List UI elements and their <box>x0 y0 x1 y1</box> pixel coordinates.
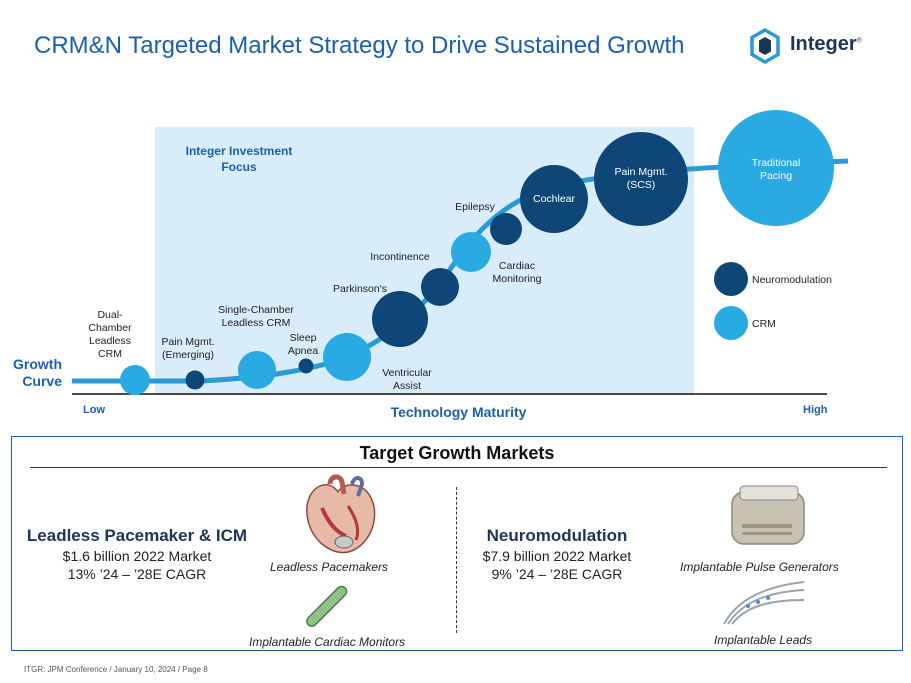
footer-text: ITGR: JPM Conference / January 10, 2024 … <box>24 665 208 674</box>
leadless-pacemakers-caption: Leadless Pacemakers <box>270 560 389 574</box>
left-market-heading: Leadless Pacemaker & ICM <box>26 526 248 545</box>
label-parkinsons: Parkinson's <box>333 283 387 295</box>
right-market-heading: Neuromodulation <box>486 526 628 545</box>
heart-illustration-icon <box>306 474 376 554</box>
node-parkinsons <box>372 291 428 347</box>
label-pain-mgmt-scs: Pain Mgmt. (SCS) <box>614 166 668 191</box>
growth-curve-label: Growth Curve <box>13 356 62 389</box>
logo-wordmark: Integer <box>790 33 857 55</box>
page-title: CRM&N Targeted Market Strategy to Drive … <box>34 32 685 59</box>
target-markets-panel <box>11 436 903 651</box>
node-single-chamber-leadless-crm <box>238 351 276 389</box>
label-sleep-apnea: Sleep Apnea <box>287 332 319 357</box>
pulse-generator-icon <box>731 485 805 545</box>
legend-neuromodulation-swatch <box>714 262 748 296</box>
right-market-size: $7.9 billion 2022 Market <box>482 548 632 564</box>
node-pain-mgmt-scs <box>594 132 688 226</box>
logo-registered-mark: ® <box>856 37 862 45</box>
label-ventricular-assist: Ventricular Assist <box>382 367 432 392</box>
label-cochlear: Cochlear <box>532 193 576 205</box>
x-axis-low-label: Low <box>83 404 105 416</box>
title-rule <box>30 467 887 468</box>
integer-logo <box>750 27 780 65</box>
left-market-size: $1.6 billion 2022 Market <box>62 548 212 564</box>
node-epilepsy <box>490 213 522 245</box>
implantable-leads-caption: Implantable Leads <box>714 633 813 647</box>
node-traditional-pacing <box>718 110 834 226</box>
label-pain-mgmt-emerging: Pain Mgmt. (Emerging) <box>161 336 215 361</box>
panel-divider <box>456 487 457 633</box>
node-pain-mgmt-emerging <box>185 370 205 390</box>
x-axis-title: Technology Maturity <box>390 404 527 420</box>
label-traditional-pacing: Traditional Pacing <box>751 157 801 182</box>
node-ventricular-assist <box>323 333 371 381</box>
legend-crm-swatch <box>714 306 748 340</box>
left-market-cagr: 13% ’24 – ’28E CAGR <box>67 566 207 582</box>
label-cardiac-monitoring: Cardiac Monitoring <box>492 260 542 285</box>
node-sleep-apnea <box>298 358 314 374</box>
node-cardiac-monitoring <box>451 232 491 272</box>
implantable-cardiac-monitors-caption: Implantable Cardiac Monitors <box>249 635 406 649</box>
label-incontinence: Incontinence <box>370 251 430 263</box>
logo-text: Integer® <box>790 33 862 56</box>
label-single-chamber-leadless-crm: Single-Chamber Leadless CRM <box>218 304 294 329</box>
pulse-generators-caption: Implantable Pulse Generators <box>680 560 839 574</box>
node-dual-chamber-leadless-crm <box>120 365 150 395</box>
right-market-cagr: 9% ’24 – ’28E CAGR <box>491 566 623 582</box>
legend-neuromodulation-label: Neuromodulation <box>752 274 832 286</box>
target-markets-title: Target Growth Markets <box>359 443 555 463</box>
legend-crm-label: CRM <box>752 318 776 330</box>
cardiac-monitor-icon <box>306 585 348 627</box>
node-cochlear <box>520 165 588 233</box>
node-incontinence <box>421 268 459 306</box>
implantable-leads-icon <box>723 581 805 625</box>
label-dual-chamber-leadless-crm: Dual-Chamber Leadless CRM <box>88 309 132 360</box>
label-epilepsy: Epilepsy <box>455 201 495 213</box>
x-axis-high-label: High <box>803 404 828 416</box>
growth-curve-diagram <box>72 110 849 395</box>
investment-focus-label: Integer Investment Focus <box>185 144 293 174</box>
